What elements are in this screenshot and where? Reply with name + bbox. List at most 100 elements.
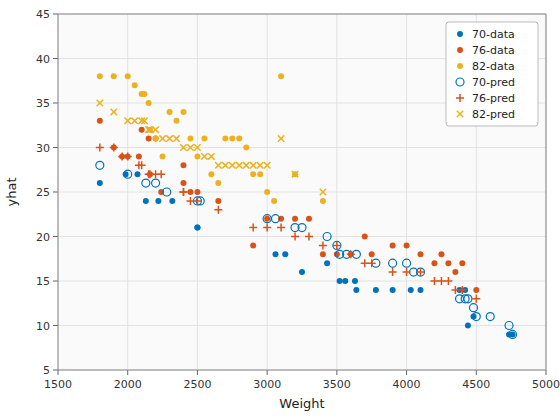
point: [208, 171, 214, 177]
point: [124, 170, 132, 178]
point: [243, 145, 249, 151]
point: [125, 73, 131, 79]
x-tick: [127, 370, 128, 375]
point: [180, 109, 186, 115]
point: [236, 162, 242, 168]
point: [147, 127, 153, 133]
point: [143, 198, 149, 204]
y-tick-label: 15: [36, 275, 50, 288]
x-tick-label: 2000: [114, 378, 142, 391]
point: [229, 162, 235, 168]
point: [249, 224, 257, 232]
x-tick-label: 5000: [532, 378, 560, 391]
y-grid-line: [58, 147, 546, 148]
point: [444, 277, 452, 285]
point: [125, 153, 131, 159]
point: [163, 188, 171, 196]
point: [264, 162, 270, 168]
point: [194, 225, 200, 231]
point: [282, 251, 288, 257]
point: [368, 259, 376, 267]
point: [390, 242, 396, 248]
y-grid-line: [58, 281, 546, 282]
point: [153, 136, 159, 142]
legend-label: 82-pred: [472, 108, 515, 121]
point: [194, 225, 200, 231]
series-2: [97, 73, 326, 204]
point: [201, 153, 207, 159]
point: [352, 278, 358, 284]
point: [215, 198, 221, 204]
point: [111, 145, 117, 151]
point: [97, 118, 103, 124]
point: [187, 189, 193, 195]
point: [451, 286, 459, 294]
point: [263, 224, 271, 232]
point: [320, 251, 326, 257]
point: [277, 224, 285, 232]
y-tick: [53, 147, 58, 148]
point: [472, 313, 480, 321]
point: [132, 82, 138, 88]
series-0: [97, 171, 516, 337]
point: [96, 161, 104, 169]
point: [141, 91, 147, 97]
point: [180, 144, 186, 150]
point: [404, 242, 410, 248]
point: [324, 260, 330, 266]
legend-symbol: [456, 94, 464, 102]
point: [389, 268, 397, 276]
point: [250, 242, 256, 248]
point: [337, 278, 343, 284]
point: [97, 180, 103, 186]
point: [459, 260, 465, 266]
point: [389, 259, 397, 267]
point: [173, 135, 179, 141]
legend-label: 70-data: [472, 28, 515, 41]
x-tick: [546, 370, 547, 375]
point: [465, 323, 471, 329]
point: [222, 162, 228, 168]
legend-symbol: [457, 31, 463, 37]
legend: 70-data76-data82-data70-pred76-pred82-pr…: [446, 22, 538, 126]
point: [445, 260, 451, 266]
point: [136, 153, 142, 159]
y-tick: [53, 58, 58, 59]
point: [306, 216, 312, 222]
point: [418, 251, 424, 257]
point: [146, 100, 152, 106]
point: [320, 198, 326, 204]
x-tick-label: 2500: [183, 378, 211, 391]
point: [111, 73, 117, 79]
legend-symbol: [457, 111, 463, 117]
point: [157, 170, 165, 178]
x-tick-label: 3000: [253, 378, 281, 391]
x-tick-label: 4000: [393, 378, 421, 391]
y-tick: [53, 325, 58, 326]
point: [320, 189, 326, 195]
point: [403, 259, 411, 267]
plot-frame: [58, 14, 546, 370]
point: [160, 153, 166, 159]
legend-label: 76-data: [472, 44, 515, 57]
point: [194, 153, 200, 159]
point: [305, 233, 313, 241]
y-grid-line: [58, 325, 546, 326]
point: [96, 144, 104, 152]
point: [417, 268, 425, 276]
x-axis-label: Weight: [279, 396, 324, 411]
point: [139, 127, 145, 133]
point: [152, 127, 158, 133]
point: [179, 188, 187, 196]
x-tick-label: 3500: [323, 378, 351, 391]
y-axis-label: yhat: [4, 178, 19, 207]
point: [437, 277, 445, 285]
point: [214, 206, 222, 214]
point: [464, 295, 472, 303]
point: [403, 268, 411, 276]
point: [362, 234, 368, 240]
point: [509, 330, 517, 338]
legend-label: 82-data: [472, 60, 515, 73]
point: [193, 197, 201, 205]
series-3: [96, 161, 517, 338]
